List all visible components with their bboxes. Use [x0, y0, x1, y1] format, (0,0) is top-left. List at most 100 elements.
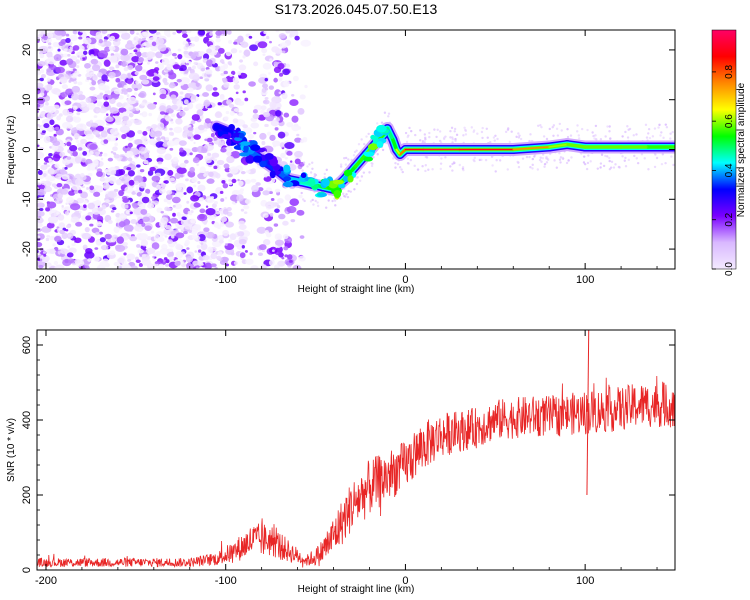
- speckle: [339, 163, 343, 166]
- noise-blob: [151, 242, 160, 250]
- speckle: [360, 175, 364, 178]
- y-tick-label: 400: [21, 411, 33, 429]
- noise-blob: [183, 99, 189, 105]
- noise-blob: [193, 61, 197, 65]
- speckle: [394, 161, 397, 165]
- noise-blob: [73, 190, 79, 195]
- noise-blob: [113, 188, 119, 192]
- ridge-segment: [566, 143, 586, 148]
- speckle: [359, 179, 362, 183]
- speckle: [665, 126, 669, 129]
- noise-blob: [272, 140, 281, 147]
- speckle: [517, 165, 521, 169]
- noise-blob: [82, 244, 88, 250]
- noise-blob: [228, 239, 233, 243]
- speckle: [352, 154, 356, 157]
- ridge-segment: [548, 143, 568, 148]
- speckle: [504, 130, 508, 134]
- noise-blob: [208, 171, 214, 177]
- noise-blob: [99, 237, 106, 243]
- noise-blob: [235, 91, 239, 95]
- noise-blob: [46, 68, 52, 73]
- noise-blob: [107, 219, 113, 224]
- speckle: [300, 191, 303, 195]
- speckle: [525, 155, 529, 159]
- noise-blob: [166, 63, 173, 71]
- noise-blob: [206, 48, 212, 54]
- noise-blob: [141, 79, 150, 85]
- noise-blob: [39, 208, 44, 212]
- noise-blob: [249, 252, 253, 256]
- noise-blob: [124, 150, 128, 154]
- speckle: [599, 162, 603, 165]
- noise-blob: [66, 58, 74, 65]
- noise-blob: [230, 252, 235, 256]
- noise-blob: [284, 194, 292, 201]
- y-tick-label: 600: [21, 336, 33, 354]
- noise-blob: [84, 227, 90, 233]
- speckle: [612, 166, 616, 169]
- noise-blob: [165, 259, 170, 264]
- noise-blob: [59, 188, 69, 195]
- speckle: [543, 162, 547, 166]
- ridge-blob: [243, 144, 249, 153]
- noise-blob: [151, 175, 161, 182]
- noise-blob: [141, 69, 147, 73]
- noise-blob: [228, 178, 232, 182]
- colorbar-scale: [711, 29, 737, 270]
- noise-blob: [74, 70, 80, 76]
- speckle: [614, 163, 617, 166]
- noise-blob: [183, 107, 189, 112]
- noise-blob: [264, 77, 269, 82]
- noise-blob: [86, 43, 96, 50]
- noise-blob: [152, 200, 159, 205]
- noise-blob: [78, 30, 86, 33]
- noise-blob: [190, 43, 195, 47]
- speckle: [543, 165, 546, 168]
- speckle: [542, 135, 546, 138]
- speckle: [657, 126, 660, 129]
- noise-blob: [289, 198, 300, 206]
- speckle: [608, 167, 612, 171]
- noise-blob: [115, 64, 120, 69]
- noise-blob: [120, 32, 131, 40]
- speckle: [506, 168, 509, 171]
- noise-blob: [288, 238, 293, 242]
- noise-blob: [262, 62, 272, 70]
- noise-blob: [217, 102, 223, 106]
- noise-blob: [251, 184, 259, 193]
- noise-blob: [169, 248, 174, 253]
- speckle: [539, 156, 542, 159]
- noise-blob: [192, 157, 200, 164]
- noise-blob: [224, 116, 229, 121]
- noise-blob: [219, 96, 225, 100]
- noise-blob: [186, 247, 190, 250]
- ridge-blob: [264, 153, 274, 160]
- speckle: [431, 168, 434, 171]
- noise-blob: [109, 97, 116, 105]
- noise-blob: [160, 118, 167, 124]
- noise-blob: [103, 59, 111, 67]
- noise-blob: [222, 183, 229, 189]
- noise-blob: [126, 94, 130, 98]
- noise-blob: [186, 87, 194, 93]
- noise-blob: [119, 176, 130, 184]
- speckle: [360, 138, 363, 141]
- noise-blob: [69, 203, 81, 211]
- noise-blob: [37, 151, 45, 159]
- noise-blob: [220, 198, 225, 202]
- noise-blob: [117, 95, 124, 100]
- speckle: [494, 134, 497, 137]
- noise-blob: [167, 169, 174, 176]
- noise-blob: [46, 201, 57, 209]
- noise-blob: [256, 226, 267, 234]
- noise-blob: [278, 33, 287, 39]
- noise-blob: [139, 74, 148, 81]
- noise-blob: [107, 190, 118, 198]
- ridge-blob: [367, 143, 379, 151]
- noise-blob: [139, 181, 147, 189]
- noise-blob: [227, 173, 233, 178]
- noise-blob: [118, 221, 126, 228]
- speckle: [309, 171, 313, 174]
